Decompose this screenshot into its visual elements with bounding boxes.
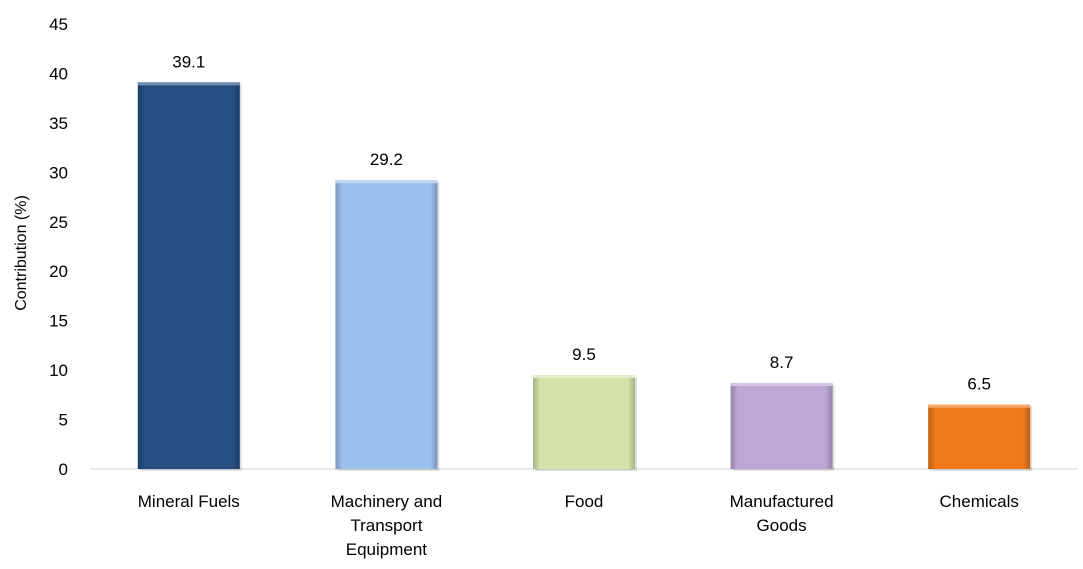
data-label: 8.7 (770, 353, 794, 372)
category-label: Machinery and Transport Equipment (331, 492, 443, 559)
bar (335, 180, 438, 469)
category-label: Mineral Fuels (138, 492, 240, 511)
y-tick-label: 40 (49, 64, 68, 83)
category-label: Manufactured Goods (730, 492, 834, 535)
category-label: Food (565, 492, 604, 511)
data-label: 29.2 (370, 150, 403, 169)
y-tick-label: 5 (59, 411, 68, 430)
y-tick-label: 35 (49, 114, 68, 133)
bar-top-bevel (335, 180, 438, 184)
bar-top-bevel (928, 404, 1031, 408)
bar-top-bevel (137, 82, 240, 86)
y-axis-ticks: 0 5 10 15 20 25 30 35 40 45 (49, 15, 68, 479)
category-label: Chemicals (940, 492, 1019, 511)
bar (533, 375, 635, 469)
category-labels: Mineral Fuels Machinery and Transport Equip… (138, 492, 1019, 559)
y-tick-label: 25 (49, 213, 68, 232)
y-tick-label: 30 (49, 163, 68, 182)
bar (137, 82, 240, 469)
bar (730, 382, 833, 469)
data-label: 39.1 (172, 52, 205, 71)
y-tick-label: 0 (59, 460, 68, 479)
data-label: 6.5 (967, 375, 991, 394)
y-tick-label: 15 (49, 312, 68, 331)
y-tick-label: 10 (49, 361, 68, 380)
data-labels: 39.1 29.2 9.5 8.7 6.5 (172, 52, 991, 393)
y-tick-label: 20 (49, 262, 68, 281)
bars (137, 82, 1033, 471)
bar (928, 404, 1031, 469)
data-label: 9.5 (572, 345, 596, 364)
bar-top-bevel (533, 375, 635, 379)
bar-top-bevel (730, 382, 833, 386)
y-tick-label: 45 (49, 15, 68, 34)
y-axis-title: Contribution (%) (13, 195, 30, 311)
